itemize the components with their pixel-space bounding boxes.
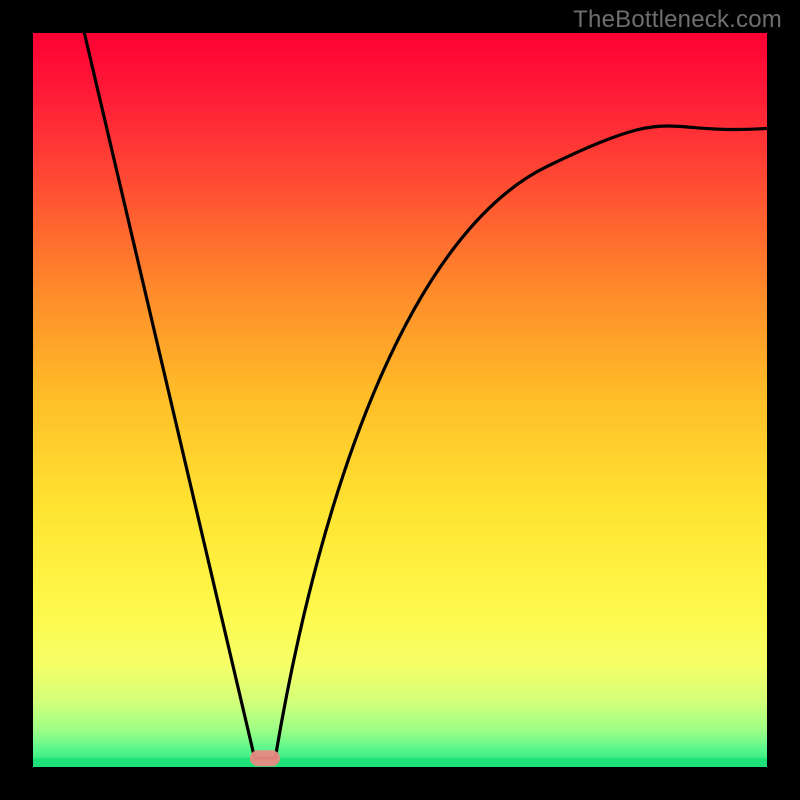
gradient-background xyxy=(33,33,767,767)
bottom-green-band xyxy=(33,758,767,767)
chart-frame: TheBottleneck.com xyxy=(0,0,800,800)
watermark-text: TheBottleneck.com xyxy=(573,6,782,34)
minimum-marker xyxy=(250,750,280,766)
plot-area xyxy=(33,33,767,767)
